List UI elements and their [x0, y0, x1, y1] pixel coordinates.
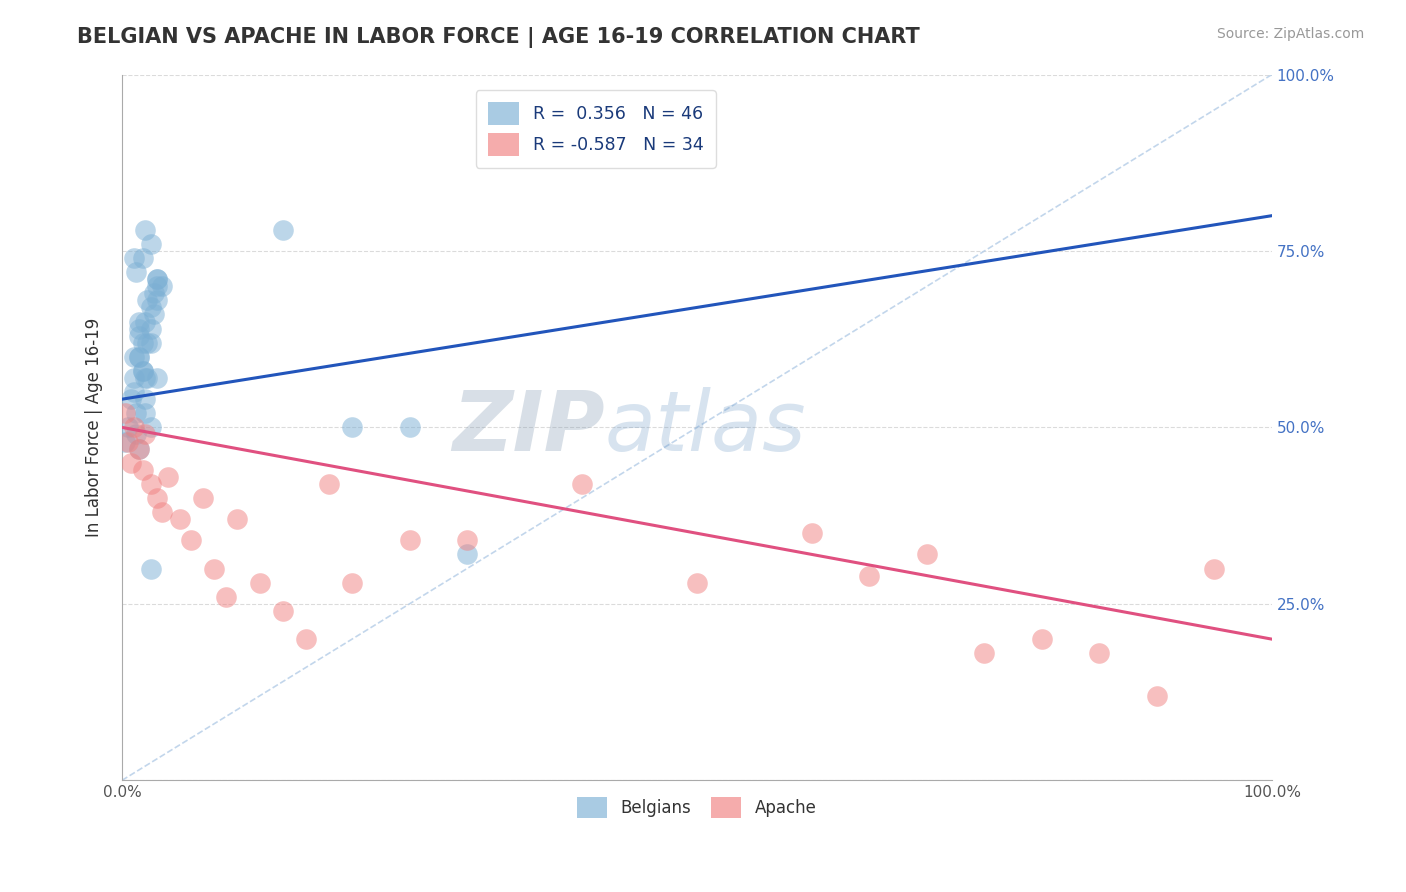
Point — [318, 476, 340, 491]
Point — [295, 632, 318, 647]
Point — [139, 561, 162, 575]
Point — [800, 526, 823, 541]
Point — [686, 575, 709, 590]
Point — [128, 314, 150, 328]
Point — [122, 420, 145, 434]
Point — [226, 512, 249, 526]
Point — [340, 420, 363, 434]
Point — [128, 350, 150, 364]
Point — [128, 442, 150, 456]
Point — [157, 470, 180, 484]
Point — [145, 371, 167, 385]
Point — [571, 476, 593, 491]
Y-axis label: In Labor Force | Age 16-19: In Labor Force | Age 16-19 — [86, 318, 103, 537]
Point — [114, 406, 136, 420]
Point — [128, 442, 150, 456]
Point — [1204, 561, 1226, 575]
Text: ZIP: ZIP — [453, 387, 605, 468]
Point — [128, 350, 150, 364]
Point — [117, 420, 139, 434]
Point — [1031, 632, 1053, 647]
Point — [139, 420, 162, 434]
Point — [134, 392, 156, 407]
Point — [134, 371, 156, 385]
Point — [139, 236, 162, 251]
Point — [134, 314, 156, 328]
Legend: Belgians, Apache: Belgians, Apache — [571, 790, 824, 825]
Point — [122, 371, 145, 385]
Point — [128, 328, 150, 343]
Point — [150, 279, 173, 293]
Point — [134, 427, 156, 442]
Point — [915, 548, 938, 562]
Point — [150, 505, 173, 519]
Point — [858, 568, 880, 582]
Text: Source: ZipAtlas.com: Source: ZipAtlas.com — [1216, 27, 1364, 41]
Point — [143, 308, 166, 322]
Point — [120, 456, 142, 470]
Point — [271, 604, 294, 618]
Point — [128, 321, 150, 335]
Text: BELGIAN VS APACHE IN LABOR FORCE | AGE 16-19 CORRELATION CHART: BELGIAN VS APACHE IN LABOR FORCE | AGE 1… — [77, 27, 920, 48]
Point — [202, 561, 225, 575]
Point — [249, 575, 271, 590]
Point — [340, 575, 363, 590]
Point — [136, 335, 159, 350]
Point — [125, 265, 148, 279]
Point — [169, 512, 191, 526]
Point — [132, 335, 155, 350]
Point — [271, 223, 294, 237]
Point — [139, 321, 162, 335]
Point — [398, 533, 420, 548]
Point — [114, 434, 136, 449]
Point — [139, 476, 162, 491]
Point — [132, 463, 155, 477]
Point — [134, 406, 156, 420]
Point — [134, 223, 156, 237]
Point — [145, 293, 167, 308]
Point — [398, 420, 420, 434]
Point — [139, 301, 162, 315]
Point — [145, 279, 167, 293]
Point — [145, 491, 167, 505]
Point — [132, 364, 155, 378]
Point — [143, 286, 166, 301]
Point — [120, 392, 142, 407]
Point — [136, 293, 159, 308]
Point — [456, 533, 478, 548]
Point — [122, 251, 145, 265]
Point — [132, 251, 155, 265]
Point — [1146, 689, 1168, 703]
Point — [117, 434, 139, 449]
Point — [125, 427, 148, 442]
Point — [191, 491, 214, 505]
Point — [214, 590, 236, 604]
Point — [145, 272, 167, 286]
Point — [456, 548, 478, 562]
Point — [122, 350, 145, 364]
Point — [973, 646, 995, 660]
Point — [145, 272, 167, 286]
Point — [180, 533, 202, 548]
Point — [136, 371, 159, 385]
Text: atlas: atlas — [605, 387, 807, 468]
Point — [1088, 646, 1111, 660]
Point — [125, 406, 148, 420]
Point — [139, 335, 162, 350]
Point — [122, 385, 145, 400]
Point — [132, 364, 155, 378]
